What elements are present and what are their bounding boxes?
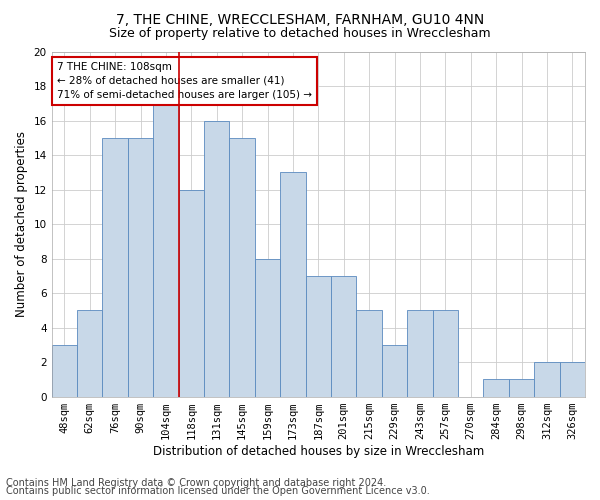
X-axis label: Distribution of detached houses by size in Wrecclesham: Distribution of detached houses by size … (153, 444, 484, 458)
Bar (356, 310, 382, 396)
Text: Contains HM Land Registry data © Crown copyright and database right 2024.: Contains HM Land Registry data © Crown c… (6, 478, 386, 488)
Bar (77, 310, 103, 396)
Bar (204, 120, 229, 396)
Text: 7, THE CHINE, WRECCLESHAM, FARNHAM, GU10 4NN: 7, THE CHINE, WRECCLESHAM, FARNHAM, GU10… (116, 12, 484, 26)
Bar (305, 276, 331, 396)
Bar (153, 86, 179, 396)
Bar (407, 310, 433, 396)
Bar (331, 276, 356, 396)
Bar (534, 362, 560, 396)
Bar (560, 362, 585, 396)
Bar (229, 138, 255, 396)
Bar (280, 172, 305, 396)
Text: 7 THE CHINE: 108sqm
← 28% of detached houses are smaller (41)
71% of semi-detach: 7 THE CHINE: 108sqm ← 28% of detached ho… (57, 62, 312, 100)
Bar (179, 190, 204, 396)
Text: Size of property relative to detached houses in Wrecclesham: Size of property relative to detached ho… (109, 28, 491, 40)
Y-axis label: Number of detached properties: Number of detached properties (15, 131, 28, 317)
Bar (484, 380, 509, 396)
Bar (128, 138, 153, 396)
Bar (382, 345, 407, 397)
Bar (433, 310, 458, 396)
Text: Contains public sector information licensed under the Open Government Licence v3: Contains public sector information licen… (6, 486, 430, 496)
Bar (255, 258, 280, 396)
Bar (52, 345, 77, 397)
Bar (509, 380, 534, 396)
Bar (103, 138, 128, 396)
